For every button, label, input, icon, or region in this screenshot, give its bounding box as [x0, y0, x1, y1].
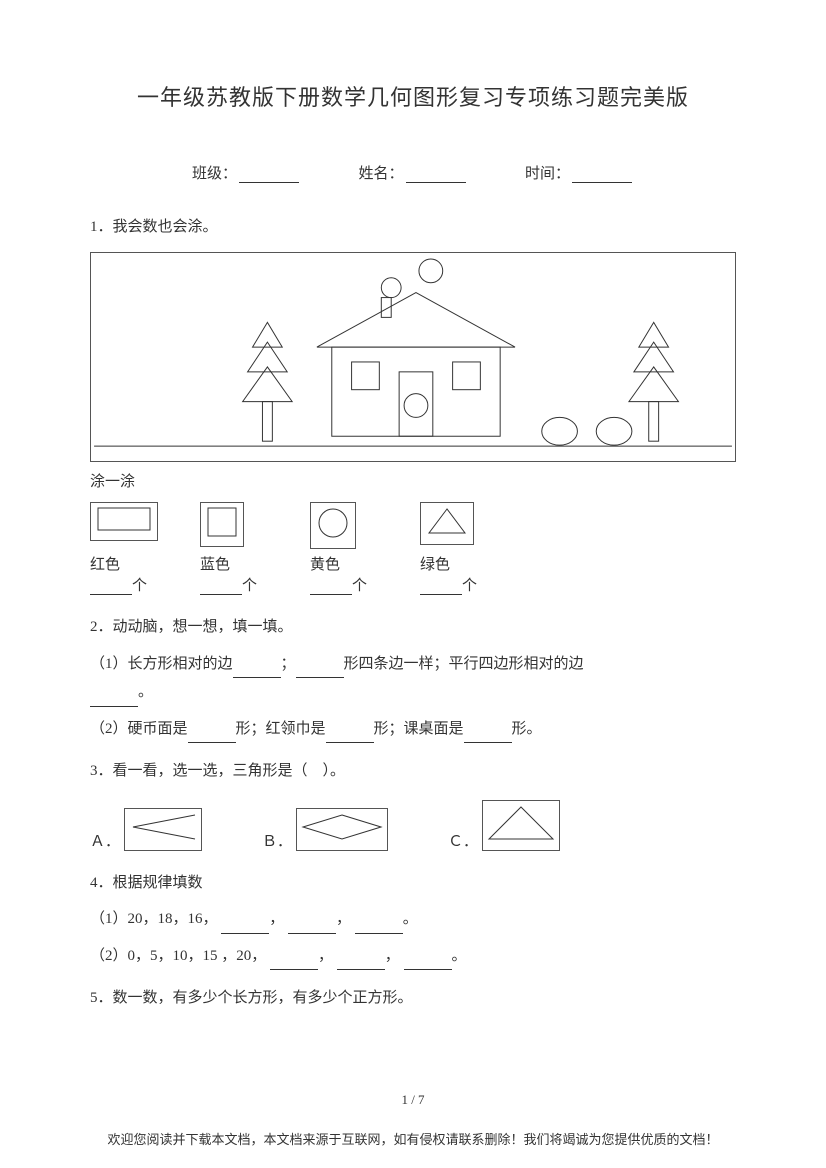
time-blank[interactable] — [572, 169, 632, 183]
q4-1-blank-2[interactable] — [288, 920, 336, 934]
count-blank-circle[interactable] — [310, 581, 352, 595]
shape-circle — [310, 502, 390, 549]
count-blank-triangle[interactable] — [420, 581, 462, 595]
q3-option-c[interactable]: Ｃ． — [448, 800, 560, 851]
time-label: 时间： — [525, 166, 570, 182]
q3-option-a[interactable]: Ａ． — [90, 808, 202, 851]
q4-prompt: 4．根据规律填数 — [90, 869, 736, 898]
name-blank[interactable] — [406, 169, 466, 183]
q2-blank-6[interactable] — [464, 729, 512, 743]
shape-square — [200, 502, 280, 549]
q4-1-blank-1[interactable] — [221, 920, 269, 934]
q1-color-labels: 红色 蓝色 黄色 绿色 — [90, 553, 736, 574]
label-blue: 蓝色 — [200, 553, 280, 574]
count-blank-square[interactable] — [200, 581, 242, 595]
label-yellow: 黄色 — [310, 553, 390, 574]
q4-1-blank-3[interactable] — [355, 920, 403, 934]
page-number: 1 / 7 — [0, 1092, 826, 1108]
q4-2-blank-2[interactable] — [337, 956, 385, 970]
scene-svg — [91, 253, 735, 461]
rhombus-icon — [297, 809, 387, 845]
angle-icon — [125, 809, 201, 845]
label-green: 绿色 — [420, 553, 500, 574]
q3-prompt: 3．看一看，选一选，三角形是（ ）。 — [90, 757, 736, 786]
q2-blank-1[interactable] — [233, 664, 281, 678]
q4-line2: （2）0，5，10，15 ，20， ， ， 。 — [90, 942, 736, 971]
count-blank-rect[interactable] — [90, 581, 132, 595]
name-label: 姓名： — [358, 166, 403, 182]
triangle-icon — [483, 801, 559, 845]
class-blank[interactable] — [239, 169, 299, 183]
q1-sublabel: 涂一涂 — [90, 468, 736, 497]
footer-text: 欢迎您阅读并下载本文档，本文档来源于互联网，如有侵权请联系删除！我们将竭诚为您提… — [0, 1129, 826, 1148]
q5-prompt: 5．数一数，有多少个长方形，有多少个正方形。 — [90, 984, 736, 1013]
q4-line1: （1）20，18，16， ， ， 。 — [90, 905, 736, 934]
q2-blank-4[interactable] — [188, 729, 236, 743]
q4-2-blank-1[interactable] — [270, 956, 318, 970]
class-label: 班级： — [192, 166, 237, 182]
q2-blank-2[interactable] — [296, 664, 344, 678]
shape-rectangle — [90, 502, 170, 549]
q2-blank-3[interactable] — [90, 693, 138, 707]
q1-prompt: 1．我会数也会涂。 — [90, 213, 736, 242]
page-title: 一年级苏教版下册数学几何图形复习专项练习题完美版 — [90, 80, 736, 112]
q2-blank-5[interactable] — [326, 729, 374, 743]
q1-scene — [90, 252, 736, 462]
q2-line2: （2）硬币面是形；红领巾是形；课桌面是形。 — [90, 715, 736, 744]
q4-2-blank-3[interactable] — [404, 956, 452, 970]
q1-count-row: 个 个 个 个 — [90, 574, 736, 595]
header-fields: 班级： 姓名： 时间： — [90, 162, 736, 183]
label-red: 红色 — [90, 553, 170, 574]
q2-prompt: 2．动动脑，想一想，填一填。 — [90, 613, 736, 642]
shape-triangle — [420, 502, 500, 549]
q3-options: Ａ． Ｂ． Ｃ． — [90, 800, 736, 851]
worksheet-page: 一年级苏教版下册数学几何图形复习专项练习题完美版 班级： 姓名： 时间： 1．我… — [0, 0, 826, 1168]
q2-line1: （1）长方形相对的边；形四条边一样；平行四边形相对的边 。 — [90, 650, 736, 707]
q1-shape-row — [90, 502, 736, 549]
q3-option-b[interactable]: Ｂ． — [262, 808, 388, 851]
